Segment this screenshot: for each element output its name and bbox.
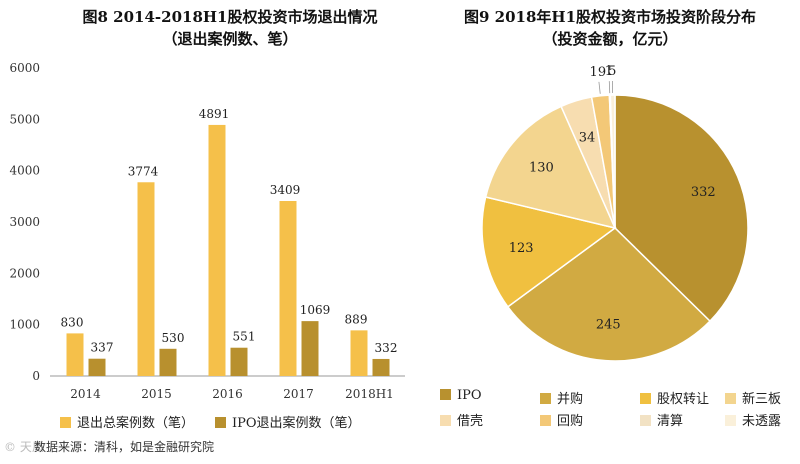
x-tick-label: 2018H1 [345, 387, 394, 401]
bar-total [137, 182, 155, 376]
data-label-total: 4891 [199, 107, 230, 121]
y-tick-label: 0 [32, 369, 40, 383]
pie-slice-3 [484, 105, 617, 230]
slice-label: 123 [509, 241, 534, 256]
y-tick-label: 5000 [9, 112, 40, 126]
pie-legend-item: 清算 [640, 410, 683, 429]
data-label-ipo: 530 [162, 331, 185, 345]
x-tick-label: 2014 [70, 387, 101, 401]
legend-label: 借壳 [457, 414, 484, 429]
data-label-total: 3409 [270, 183, 301, 197]
y-tick-label: 3000 [9, 215, 40, 229]
slice-label: 5 [608, 64, 616, 79]
fig9-title: 图9 2018年H1股权投资市场投资阶段分布 （投资金额，亿元） [430, 6, 790, 50]
fig8-title-line1: 图8 2014-2018H1股权投资市场退出情况 [82, 8, 378, 26]
bar-chart: 0 1000 2000 3000 4000 5000 6000 2014 830 337 2015 3… [9, 61, 405, 401]
y-tick-label: 1000 [9, 318, 40, 332]
legend-swatch [725, 415, 736, 426]
fig9-title-line1: 图9 2018年H1股权投资市场投资阶段分布 [463, 8, 757, 26]
slice-leader-line [598, 81, 601, 94]
pie-legend-item: 回购 [540, 410, 583, 429]
watermark: © 天风 [4, 440, 44, 454]
legend-swatch [640, 415, 651, 426]
bar-ipo [301, 321, 319, 376]
fig8-title: 图8 2014-2018H1股权投资市场退出情况 （退出案例数、笔） [40, 6, 420, 50]
bar-total [208, 124, 226, 376]
legend-swatch [640, 393, 651, 404]
bar-legend-item-total: 退出总案例数（笔） [60, 412, 194, 431]
bar-ipo [372, 358, 390, 376]
fig9-title-line2: （投资金额，亿元） [542, 30, 678, 48]
pie-legend-item: 借壳 [440, 410, 483, 429]
slice-label: 19 [590, 65, 607, 80]
legend-swatch [725, 393, 736, 404]
source-note: 数据来源：清科，如是金融研究院 [34, 440, 215, 454]
legend-swatch [440, 415, 451, 426]
pie-slice-2 [481, 196, 617, 308]
data-label-ipo: 1069 [300, 303, 331, 317]
pie-legend-item: 并购 [540, 388, 583, 407]
bar-total [350, 330, 368, 376]
data-label-ipo: 332 [375, 341, 398, 355]
bar-total [66, 333, 84, 376]
legend-label: 并购 [557, 392, 584, 407]
x-tick-label: 2017 [283, 387, 314, 401]
legend-label: IPO [457, 388, 482, 403]
slice-label: 34 [579, 130, 596, 145]
fig8-title-line2: （退出案例数、笔） [162, 30, 298, 48]
legend-label-ipo: IPO退出案例数（笔） [232, 416, 361, 431]
legend-swatch [540, 393, 551, 404]
data-label-total: 830 [61, 315, 84, 329]
pie-legend-item: 新三板 [725, 388, 781, 407]
pie-slice-1 [506, 227, 712, 362]
data-label-ipo: 337 [91, 341, 114, 355]
slice-label: 130 [529, 161, 554, 176]
legend-swatch [440, 389, 451, 400]
legend-swatch-ipo [215, 417, 226, 428]
legend-label: 未透露 [742, 414, 782, 429]
bar-ipo [88, 358, 106, 376]
legend-label: 清算 [657, 414, 684, 429]
x-tick-label: 2015 [141, 387, 172, 401]
y-tick-label: 6000 [9, 61, 40, 75]
data-label-total: 889 [345, 312, 368, 326]
legend-label: 新三板 [742, 392, 782, 407]
slice-label: 332 [691, 185, 716, 200]
pie-slice-0 [614, 94, 749, 323]
data-label-total: 3774 [128, 164, 159, 178]
legend-swatch-total [60, 417, 71, 428]
bar-legend-item-ipo: IPO退出案例数（笔） [215, 412, 361, 431]
pie-slice-7 [609, 94, 616, 229]
legend-label: 股权转让 [657, 392, 710, 407]
bar-total [279, 201, 297, 376]
pie-legend-item: IPO [440, 388, 482, 403]
y-tick-label: 2000 [9, 266, 40, 280]
pie-legend-item: 未透露 [725, 410, 781, 429]
y-tick-label: 4000 [9, 164, 40, 178]
pie-legend-item: 股权转让 [640, 388, 709, 407]
bar-ipo [230, 347, 248, 376]
slice-label: 1 [605, 64, 613, 79]
slice-label: 245 [596, 318, 621, 333]
legend-label-total: 退出总案例数（笔） [77, 416, 195, 431]
bar-ipo [159, 348, 177, 376]
data-label-ipo: 551 [233, 330, 256, 344]
legend-label: 回购 [557, 414, 584, 429]
legend-swatch [540, 415, 551, 426]
x-tick-label: 2016 [212, 387, 243, 401]
